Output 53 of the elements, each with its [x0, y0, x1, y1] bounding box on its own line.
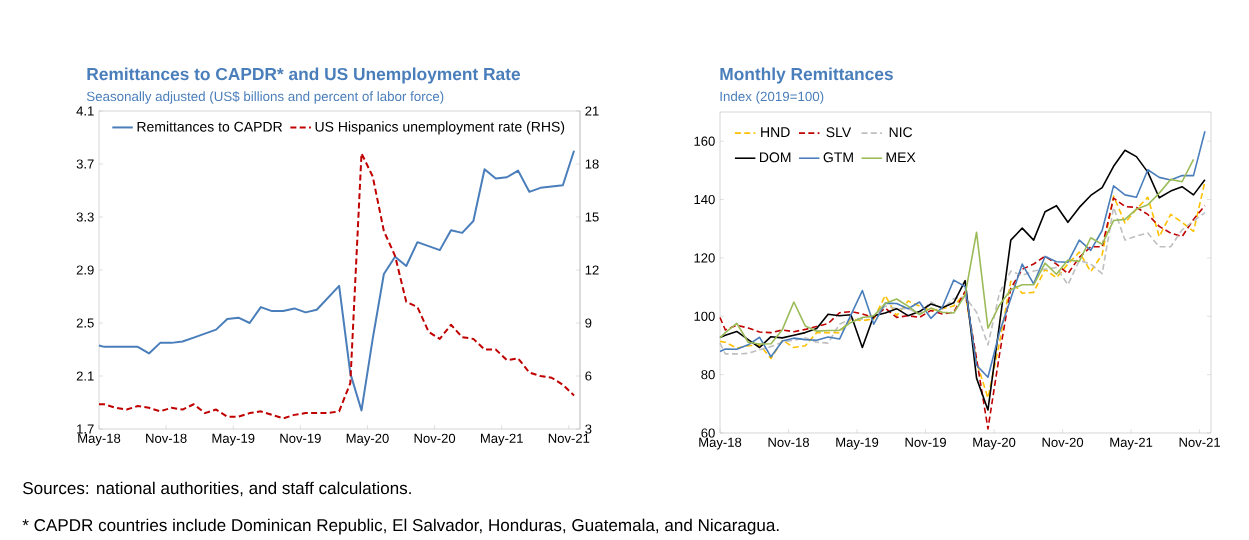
legend-label: US Hispanics unemployment rate (RHS) — [315, 121, 565, 135]
y-tick-label: 2.9 — [76, 265, 94, 275]
chart-subtitle: Index (2019=100) — [720, 91, 824, 104]
x-tick-label: May-18 — [699, 437, 742, 450]
x-tick-label: Nov-18 — [768, 437, 809, 447]
y-tick-label: 2.5 — [76, 318, 94, 328]
legend-label: GTM — [823, 152, 853, 163]
y2-tick-label: 6 — [585, 371, 592, 381]
x-tick-label: Nov-18 — [146, 433, 187, 443]
x-tick-label: May-20 — [973, 437, 1016, 450]
y2-tick-label: 21 — [585, 106, 599, 116]
x-tick-label: Nov-19 — [905, 437, 946, 447]
x-tick-label: Nov-20 — [1042, 437, 1084, 447]
x-tick-label: Nov-20 — [414, 433, 456, 443]
y-tick-label: 3.3 — [76, 212, 94, 222]
x-tick-label: May-21 — [480, 433, 523, 446]
line-series — [719, 149, 1206, 411]
source-note: Sources: national authorities, and staff calculations. — [23, 481, 411, 497]
legend-label: SLV — [826, 127, 852, 138]
chart-subtitle: Seasonally adjusted (US$ billions and percent of labor force) — [86, 91, 444, 104]
chart-title: Monthly Remittances — [720, 67, 893, 84]
line-series — [719, 197, 1206, 430]
x-tick-label: May-21 — [1110, 437, 1153, 450]
y-tick-label: 100 — [694, 311, 715, 321]
x-tick-label: Nov-21 — [548, 433, 590, 443]
y-tick-label: 4.1 — [76, 106, 94, 116]
line-series — [719, 206, 1206, 355]
text: * CAPDR countries include Dominican Republic, El Salvador, Honduras, Guatemala, and Nicaragua. — [22, 518, 779, 535]
y-tick-label: 160 — [694, 136, 715, 146]
y-tick-label: 80 — [701, 370, 715, 380]
x-tick-label: May-20 — [346, 433, 389, 446]
legend-label: Remittances to CAPDR — [137, 121, 283, 132]
x-tick-label: May-19 — [836, 437, 879, 450]
legend-label: DOM — [760, 152, 791, 163]
x-tick-label: May-18 — [78, 433, 121, 446]
y2-tick-label: 18 — [585, 159, 599, 169]
y2-tick-label: 9 — [585, 318, 592, 328]
x-tick-label: Nov-19 — [280, 433, 321, 443]
y-tick-label: 140 — [694, 194, 715, 205]
y-tick-label: 2.1 — [76, 371, 94, 381]
y-tick-label: 3.7 — [76, 159, 94, 169]
legend-label: HND — [761, 127, 790, 137]
y-tick-label: 60 — [701, 428, 715, 438]
y2-tick-label: 3 — [585, 424, 592, 434]
legend-label: MEX — [886, 152, 916, 163]
y2-tick-label: 12 — [585, 265, 599, 275]
x-tick-label: May-19 — [212, 433, 255, 446]
y2-tick-label: 15 — [585, 212, 599, 222]
y-tick-label: 1.7 — [77, 424, 94, 434]
x-tick-label: Nov-21 — [1179, 437, 1220, 447]
chart-title: Remittances to CAPDR* and US Unemployment Rate — [87, 67, 521, 84]
legend-label: NIC — [889, 127, 913, 138]
y-tick-label: 120 — [694, 253, 715, 263]
